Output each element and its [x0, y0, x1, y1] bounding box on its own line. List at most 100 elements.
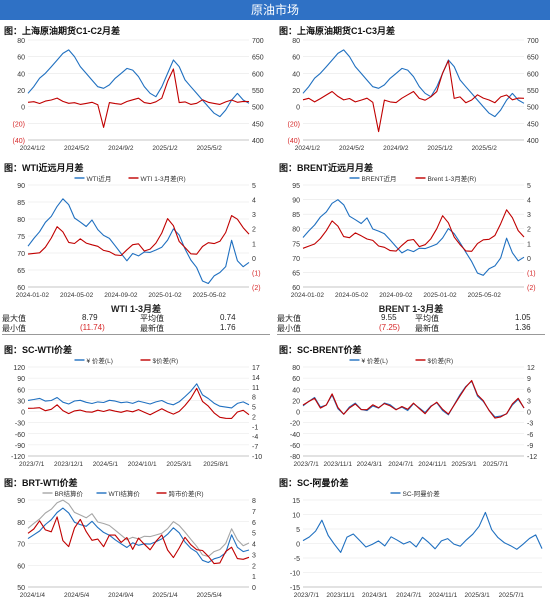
- x-tick-label: 2025/7/1: [499, 592, 525, 599]
- y-right-tick-label: 450: [252, 121, 264, 128]
- chart-c1: 80 60 40 20 0 (20) (40) 700 650 600 550 500 450 400 20…: [13, 38, 264, 152]
- x-tick-label: 2024/5/4: [64, 592, 90, 599]
- y-right-tick-label: 8: [252, 498, 256, 505]
- y-right-tick-label: (1): [527, 270, 536, 277]
- y-right-tick-label: 400: [252, 138, 264, 145]
- brent-min-value: (7.25): [379, 323, 400, 332]
- y-right-tick-label: -1: [252, 424, 258, 431]
- x-tick-label: 2025-05-02: [193, 292, 227, 299]
- y-left-tick-label: 90: [17, 376, 25, 383]
- x-tick-label: 2024-01-02: [16, 292, 50, 299]
- y-right-tick-label: (1): [252, 270, 261, 277]
- legend-label: WTI近月: [87, 174, 112, 183]
- x-tick-label: 2024-01-02: [291, 292, 325, 299]
- brent-stats-divider: [277, 334, 545, 335]
- y-left-tick-label: 40: [292, 71, 300, 78]
- wti-max-value: 8.79: [82, 313, 98, 322]
- y-left-tick-label: 90: [17, 498, 25, 505]
- y-right-tick-label: 550: [527, 88, 539, 95]
- y-left-tick-label: -5: [294, 556, 300, 563]
- y-right-tick-label: 2: [252, 414, 256, 421]
- x-tick-label: 2025-01-02: [423, 292, 457, 299]
- x-tick-label: 2025/3/1: [166, 461, 192, 468]
- x-tick-label: 2024/1/4: [20, 592, 46, 599]
- y-right-tick-label: 700: [527, 38, 539, 45]
- x-tick-label: 2024/5/1: [93, 461, 119, 468]
- chart-c4: 95 90 85 80 75 70 65 60 5 4 3 2 1 0 (1) (2) 2024-01-02 20…: [291, 174, 536, 299]
- y-right-tick-label: 6: [527, 387, 531, 394]
- y-left-tick-label: -15: [290, 585, 300, 592]
- x-tick-label: 2025/7/1: [483, 461, 509, 468]
- legend-label: $价差(R): [153, 356, 179, 365]
- series-line-red: [302, 60, 525, 133]
- wti-avg-label: 平均值: [140, 314, 164, 323]
- y-left-tick-label: 90: [292, 198, 300, 205]
- y-right-tick-label: 3: [252, 552, 256, 559]
- x-tick-label: 2024-09-02: [379, 292, 413, 299]
- y-left-tick-label: 60: [292, 55, 300, 62]
- series-line-blue: [302, 49, 525, 118]
- y-left-tick-label: 60: [17, 285, 25, 292]
- legend-label: SC-阿曼价差: [403, 489, 441, 498]
- y-left-tick-label: 80: [17, 520, 25, 527]
- y-left-tick-label: 70: [17, 542, 25, 549]
- y-right-tick-label: 11: [252, 385, 259, 392]
- wti-stats-title: WTI 1-3月差: [110, 304, 161, 314]
- y-left-tick-label: 10: [292, 513, 300, 520]
- series-line-blue: [27, 507, 250, 564]
- x-tick-label: 2023/11/1: [326, 592, 355, 599]
- y-left-tick-label: 20: [17, 88, 25, 95]
- y-left-tick-label: 40: [292, 387, 300, 394]
- y-left-tick-label: 90: [17, 183, 25, 190]
- brent-last-label: 最新值: [415, 324, 439, 333]
- y-right-tick-label: 7: [252, 509, 256, 516]
- x-tick-label: 2025/5/2: [197, 145, 223, 152]
- y-left-tick-label: 15: [292, 498, 300, 505]
- legend-label: $价差(R): [428, 356, 454, 365]
- y-right-tick-label: 2: [252, 563, 256, 570]
- wti-avg-value: 0.74: [220, 313, 236, 322]
- y-left-tick-label: 85: [17, 200, 25, 207]
- y-right-tick-label: -12: [527, 454, 537, 461]
- y-right-tick-label: 650: [252, 55, 264, 62]
- y-right-tick-label: -6: [527, 432, 533, 439]
- series-line-grey: [27, 499, 250, 558]
- y-left-tick-label: 5: [296, 527, 300, 534]
- brent-avg-value: 1.05: [515, 313, 531, 322]
- x-tick-label: 2025/1/4: [152, 592, 178, 599]
- x-tick-label: 2024/3/1: [362, 592, 388, 599]
- y-left-tick-label: 0: [21, 105, 25, 112]
- y-right-tick-label: 3: [252, 212, 256, 219]
- y-right-tick-label: -10: [252, 454, 262, 461]
- y-right-tick-label: 9: [527, 376, 531, 383]
- y-left-tick-label: -40: [290, 432, 300, 439]
- y-left-tick-label: (40): [288, 138, 300, 145]
- y-right-tick-label: -3: [527, 421, 533, 428]
- brent-stats-table: BRENT 1-3月差 最大值 9.55 平均值 1.05 最小值 (7.25)…: [277, 302, 545, 334]
- y-left-tick-label: 0: [296, 410, 300, 417]
- chart-title-c5: 图：SC-WTI价差: [4, 345, 72, 355]
- chart-title-c8: 图：SC-阿曼价差: [279, 478, 349, 488]
- y-left-tick-label: 85: [292, 212, 300, 219]
- x-tick-label: 2025/1/2: [152, 145, 178, 152]
- wti-stats-row-1: 最大值 8.79 平均值 0.74: [2, 313, 270, 323]
- chart-c6: 80 60 40 20 0 -20 -40 -60 -80 12 9 6 3 0 -3 -6 -9 -12 2023…: [290, 356, 537, 468]
- y-right-tick-label: 0: [527, 410, 531, 417]
- wti-min-label: 最小值: [2, 324, 26, 333]
- x-tick-label: 2025-05-02: [468, 292, 502, 299]
- x-tick-label: 2023/7/1: [19, 461, 45, 468]
- brent-stats-row-2: 最小值 (7.25) 最新值 1.36: [277, 323, 545, 333]
- x-tick-label: 2024/9/4: [108, 592, 134, 599]
- y-left-tick-label: 20: [292, 398, 300, 405]
- x-tick-label: 2024/1/2: [20, 145, 46, 152]
- y-right-tick-label: 4: [527, 198, 531, 205]
- y-left-tick-label: 70: [292, 256, 300, 263]
- y-left-tick-label: 40: [17, 71, 25, 78]
- y-left-tick-label: 60: [17, 387, 25, 394]
- y-right-tick-label: 500: [527, 105, 539, 112]
- y-left-tick-label: 60: [17, 563, 25, 570]
- y-right-tick-label: -9: [527, 443, 533, 450]
- brent-stats-title: BRENT 1-3月差: [378, 304, 444, 314]
- x-tick-label: 2025-01-02: [148, 292, 182, 299]
- x-tick-label: 2024-05-02: [60, 292, 94, 299]
